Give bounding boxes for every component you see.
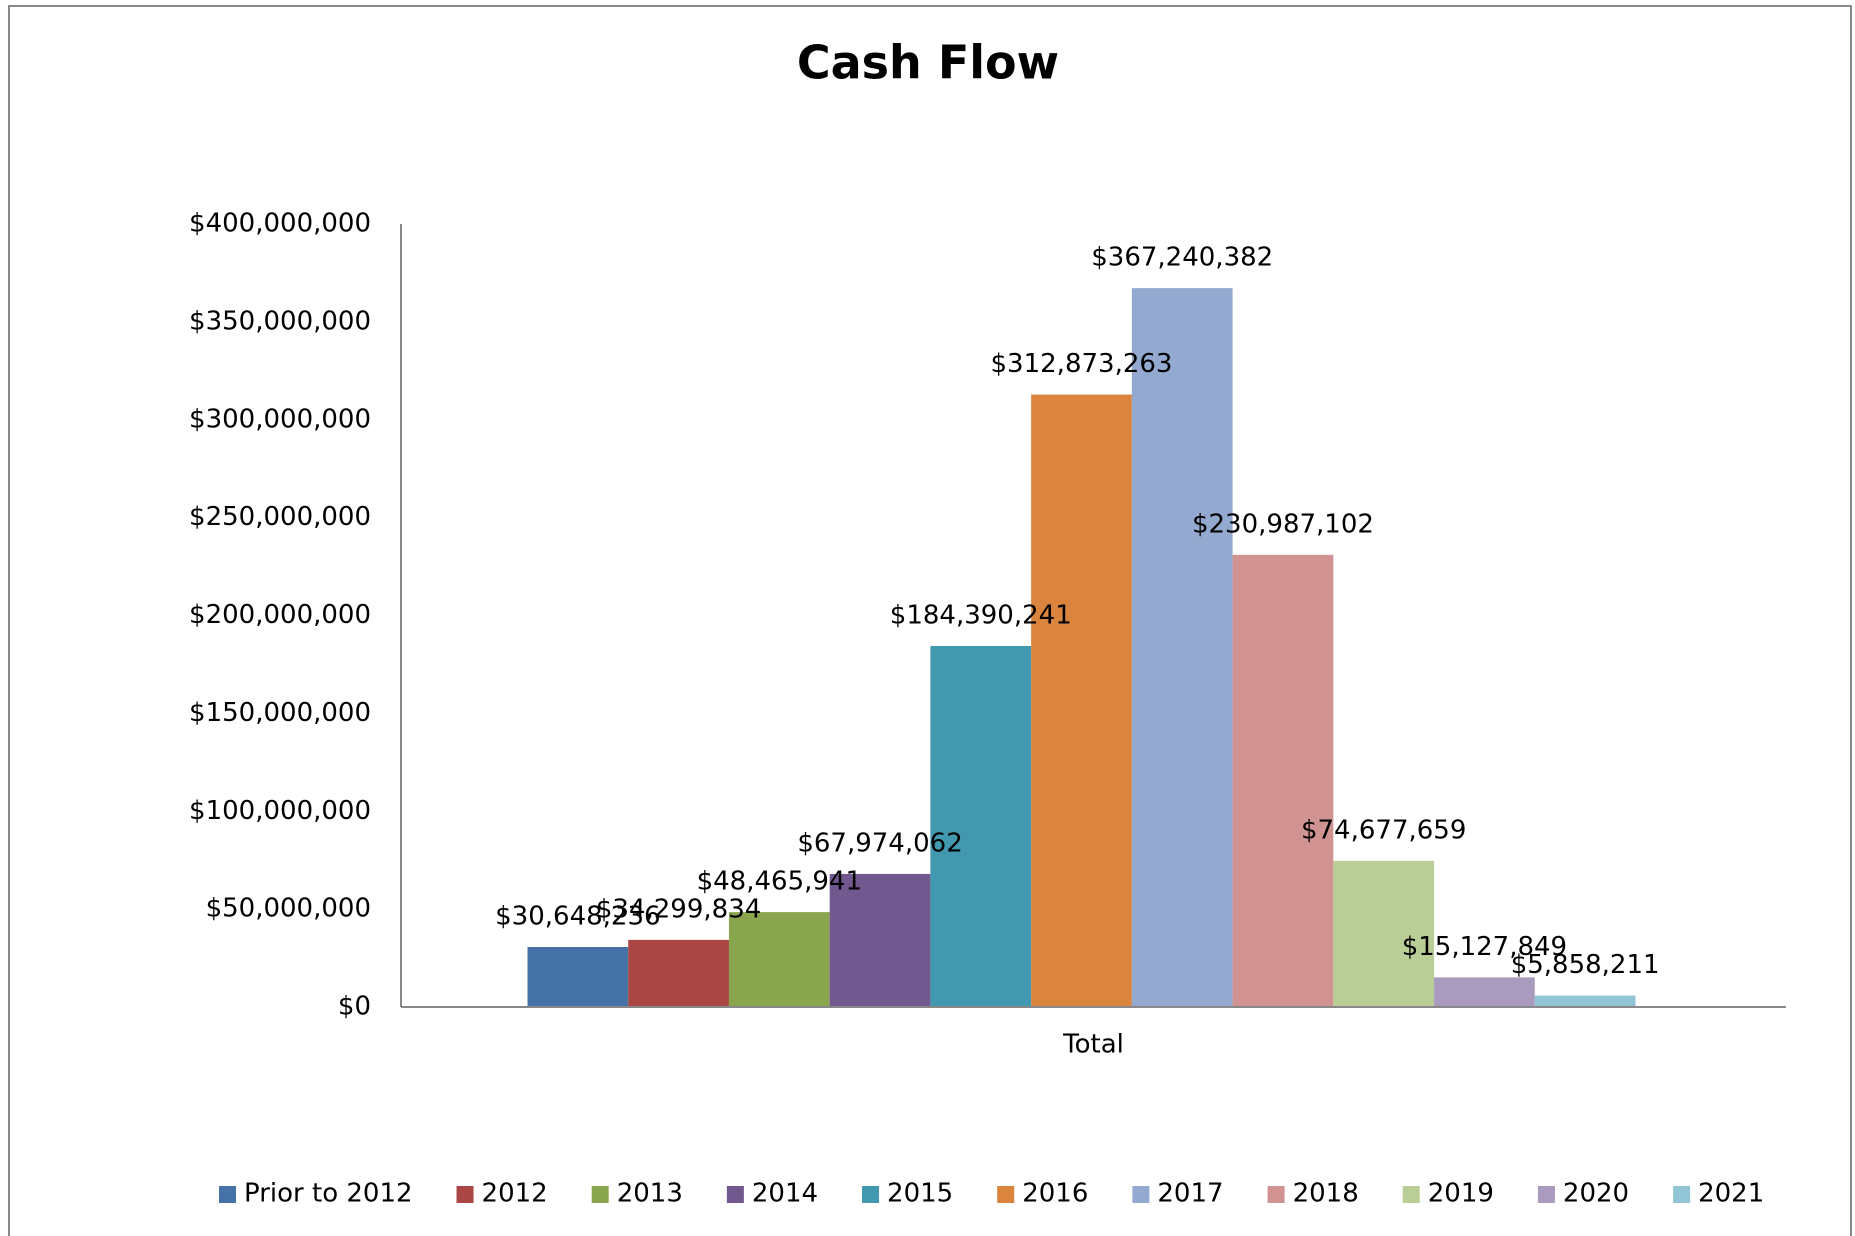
legend-swatch [997, 1186, 1015, 1203]
legend-swatch [456, 1186, 474, 1203]
data-label: $30,648,236 [495, 902, 660, 932]
bar [1131, 288, 1233, 1007]
y-tick-label: $50,000,000 [206, 894, 371, 924]
chart-title: Cash Flow [797, 36, 1059, 90]
y-tick-label: $350,000,000 [189, 306, 371, 336]
data-label: $367,240,382 [1091, 243, 1273, 273]
legend-label: 2017 [1157, 1179, 1223, 1209]
legend-label: 2019 [1428, 1179, 1494, 1209]
data-label: $184,390,241 [890, 601, 1072, 631]
y-tick-label: $100,000,000 [189, 796, 371, 826]
data-label: $312,873,263 [991, 349, 1173, 379]
legend-swatch [1267, 1186, 1285, 1203]
bar [1333, 860, 1435, 1007]
x-tick-label: Total [1062, 1030, 1124, 1060]
legend-swatch [726, 1186, 744, 1203]
legend-swatch [219, 1186, 236, 1203]
legend-label: 2020 [1563, 1179, 1629, 1209]
bar [628, 939, 729, 1007]
chart-border [8, 5, 1852, 1236]
y-tick-label: $150,000,000 [189, 698, 371, 728]
bar [728, 912, 830, 1007]
data-label: $15,127,849 [1402, 932, 1567, 962]
legend-label: 2015 [887, 1179, 953, 1209]
bar [1232, 554, 1334, 1007]
bar [1031, 394, 1132, 1007]
legend-label: 2021 [1698, 1179, 1764, 1209]
data-label: $230,987,102 [1192, 509, 1374, 539]
legend-swatch [1402, 1186, 1420, 1203]
y-tick-label: $200,000,000 [189, 600, 371, 630]
data-label: $67,974,062 [797, 828, 962, 858]
legend-label: 2018 [1293, 1179, 1359, 1209]
bar [527, 947, 629, 1007]
legend-swatch [1673, 1186, 1691, 1203]
data-label: $74,677,659 [1301, 815, 1466, 845]
bar [1534, 995, 1636, 1007]
y-tick-label: $300,000,000 [189, 404, 371, 434]
data-label: $48,465,941 [697, 867, 862, 897]
data-label: $5,858,211 [1511, 950, 1660, 980]
legend-label: Prior to 2012 [244, 1179, 413, 1209]
legend-label: 2014 [752, 1179, 818, 1209]
bar [930, 646, 1032, 1007]
legend-swatch [1537, 1186, 1555, 1203]
legend-label: 2016 [1022, 1179, 1088, 1209]
legend-swatch [862, 1186, 880, 1203]
legend-swatch [1132, 1186, 1150, 1203]
y-tick-label: $0 [338, 992, 371, 1022]
y-tick-label: $250,000,000 [189, 502, 371, 532]
y-tick-label: $400,000,000 [189, 209, 371, 239]
legend-swatch [591, 1186, 609, 1203]
legend-label: 2012 [482, 1179, 548, 1209]
bar [829, 873, 931, 1007]
data-label: $34,299,834 [596, 894, 761, 924]
bar [1434, 977, 1535, 1007]
legend-label: 2013 [617, 1179, 683, 1209]
